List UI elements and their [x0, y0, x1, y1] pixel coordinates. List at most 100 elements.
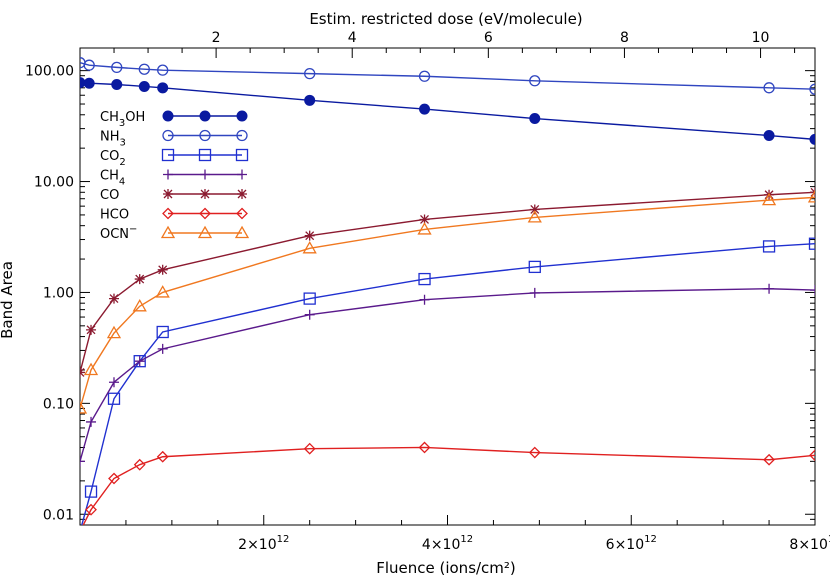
data-point — [138, 80, 150, 92]
data-point — [84, 485, 98, 498]
data-point — [761, 192, 777, 206]
data-point — [528, 260, 541, 274]
data-point — [132, 298, 147, 312]
series-co — [80, 187, 815, 378]
data-point — [157, 64, 169, 76]
data-point — [133, 458, 146, 471]
data-point — [809, 83, 815, 95]
data-point — [134, 274, 145, 285]
series-line — [80, 191, 815, 373]
legend-marker — [162, 110, 174, 122]
data-point — [809, 133, 815, 145]
x-axis-title: Fluence (ions/cm²) — [376, 559, 516, 577]
legend-marker — [160, 225, 176, 239]
series-ch3oh — [80, 77, 815, 145]
legend-marker — [235, 148, 249, 162]
legend-marker — [236, 207, 248, 220]
y-axis-title: Band Area — [0, 261, 16, 339]
legend-marker — [163, 189, 173, 199]
data-point — [304, 309, 315, 320]
data-point — [529, 113, 541, 125]
legend-marker — [236, 110, 248, 122]
legend-item: CH4 — [100, 169, 247, 188]
legend-item: NH3 — [100, 130, 248, 149]
data-point — [83, 362, 99, 376]
axis-ticks: 2×1012 4×1012 6×1012 8×1012 2 4 6 8 10 0.01 0.10 1.… — [25, 30, 830, 553]
data-point — [111, 78, 123, 90]
legend-marker — [200, 169, 210, 180]
data-point — [418, 441, 431, 454]
data-point — [86, 324, 97, 335]
data-point — [111, 61, 123, 74]
data-point — [810, 285, 815, 296]
data-point — [527, 210, 542, 223]
series-layer — [75, 57, 815, 537]
data-point — [807, 190, 815, 203]
legend-label: CO — [100, 188, 119, 203]
data-point — [764, 283, 775, 294]
data-point — [156, 325, 169, 339]
data-point — [80, 77, 86, 89]
legend-item: CO — [100, 188, 247, 203]
legend-marker — [199, 207, 211, 220]
series-hco — [75, 441, 815, 536]
data-point — [157, 82, 169, 94]
data-point — [138, 63, 150, 75]
y-tick-label: 10.00 — [34, 175, 74, 191]
x-tick-label: 4×1012 — [422, 534, 473, 553]
data-point — [417, 222, 432, 235]
data-point — [419, 214, 430, 225]
data-point — [85, 503, 97, 516]
top-tick-label: 4 — [348, 30, 357, 46]
series-ocn — [80, 190, 815, 414]
y-tick-label: 100.00 — [25, 64, 74, 80]
legend-label: NH3 — [100, 130, 126, 149]
series-line — [80, 196, 815, 409]
legend-marker — [197, 225, 213, 239]
legend-label: CH4 — [100, 169, 125, 188]
data-point — [108, 293, 119, 304]
legend-item: HCO — [100, 207, 248, 223]
legend-marker — [162, 207, 174, 220]
data-point — [763, 453, 775, 466]
y-tick-label: 1.00 — [43, 285, 74, 301]
data-point — [762, 240, 776, 253]
data-point — [86, 416, 97, 427]
data-point — [529, 287, 540, 298]
data-point — [809, 449, 815, 462]
data-point — [763, 82, 775, 94]
x-tick-label: 8×1012 — [789, 534, 830, 553]
top-tick-label: 10 — [752, 30, 770, 46]
data-point — [80, 367, 85, 378]
data-point — [155, 285, 170, 298]
data-point — [75, 526, 85, 536]
data-point — [302, 241, 317, 254]
series-co2 — [75, 237, 815, 537]
data-point — [808, 237, 815, 250]
plot-frame — [79, 47, 816, 526]
data-point — [529, 75, 541, 87]
data-point — [80, 456, 85, 467]
legend-item: OCN− — [100, 224, 250, 242]
top-axis-title: Estim. restricted dose (eV/molecule) — [309, 10, 582, 28]
data-point — [419, 294, 430, 305]
legend-marker — [237, 169, 247, 180]
data-point — [156, 450, 169, 463]
series-line — [80, 288, 815, 462]
data-point — [418, 272, 431, 286]
data-point — [83, 77, 95, 89]
data-point — [80, 401, 88, 414]
data-point — [134, 356, 145, 367]
data-point — [75, 526, 86, 537]
y-tick-label: 0.01 — [43, 507, 74, 523]
data-point — [83, 59, 95, 71]
data-point — [108, 377, 119, 388]
legend-item: CH3OH — [100, 110, 248, 129]
data-point — [133, 355, 146, 368]
data-point — [107, 392, 121, 405]
data-point — [303, 292, 316, 305]
legend-item: CO2 — [100, 148, 249, 168]
legend-marker — [198, 148, 212, 162]
top-tick-label: 8 — [620, 30, 629, 46]
data-point — [419, 103, 431, 115]
